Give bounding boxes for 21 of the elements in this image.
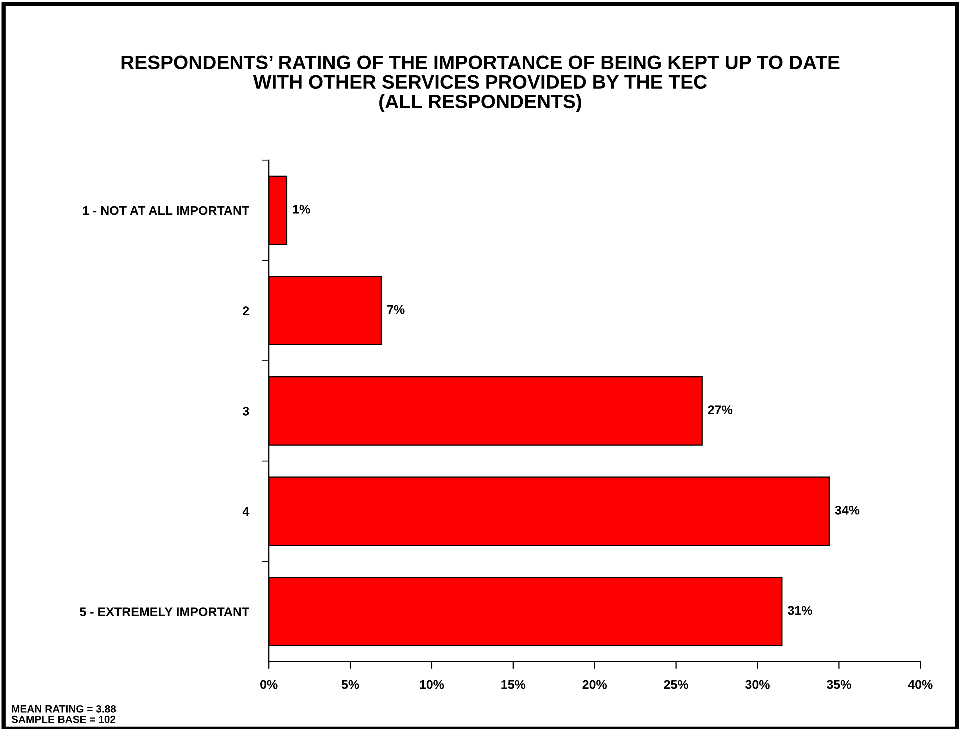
x-tick-label: 5% <box>342 680 360 690</box>
data-label: 27% <box>708 406 733 414</box>
y-tick-label: 1 - NOT AT ALL IMPORTANT <box>83 206 250 216</box>
x-tick-label: 30% <box>746 680 770 690</box>
x-tick-label: 10% <box>420 680 444 690</box>
text: MEAN RATING = 3.88 SAMPLE BASE = 102 <box>12 705 116 724</box>
x-tick-label: 15% <box>502 680 526 690</box>
y-tick-label: 3 <box>242 406 250 416</box>
x-tick-label: 25% <box>664 680 688 690</box>
data-label: 31% <box>788 606 812 616</box>
y-tick-label: 4 <box>242 507 250 516</box>
y-tick-label: 2 <box>243 306 250 316</box>
y-tick-label: 5 - EXTREMELY IMPORTANT <box>80 608 250 616</box>
x-tick-label: 20% <box>582 680 608 690</box>
chart-title: RESPONDENTS’ RATING OF THE IMPORTANCE OF BEING KEPT UP TO DATE WITH OTHER SERVICES PROVIDED BY THE TEC (ALL RESPONDENTS) <box>122 56 840 112</box>
data-label: 7% <box>388 305 405 314</box>
x-tick-label: 35% <box>826 680 852 690</box>
x-tick-label: 40% <box>908 680 933 690</box>
x-tick-label: 0% <box>260 680 278 690</box>
data-label: 1% <box>293 205 310 214</box>
data-label: 34% <box>835 506 860 515</box>
